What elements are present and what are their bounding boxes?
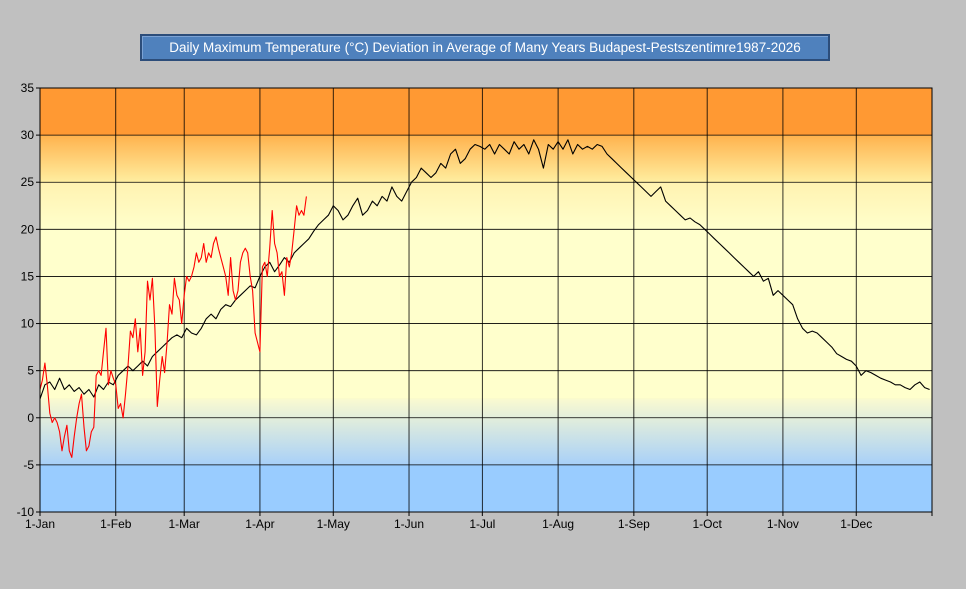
background-band [40, 229, 932, 399]
y-tick-label: 35 [21, 81, 35, 95]
x-tick-label: 1-May [317, 517, 350, 531]
y-tick-label: 20 [21, 222, 35, 236]
x-tick-label: 1-Dec [840, 517, 872, 531]
y-tick-label: -5 [23, 458, 34, 472]
y-tick-label: 10 [21, 317, 35, 331]
y-tick-label: 30 [21, 128, 35, 142]
x-tick-label: 1-Oct [692, 517, 722, 531]
y-tick-label: 5 [27, 364, 34, 378]
y-tick-label: 25 [21, 175, 35, 189]
y-tick-label: 0 [27, 411, 34, 425]
x-tick-label: 1-Nov [767, 517, 799, 531]
x-tick-label: 1-Apr [245, 517, 274, 531]
x-tick-label: 1-Jan [25, 517, 55, 531]
x-tick-label: 1-Sep [618, 517, 650, 531]
background-band [40, 88, 932, 136]
x-tick-label: 1-Jun [394, 517, 424, 531]
chart-title: Daily Maximum Temperature (°C) Deviation… [140, 34, 830, 61]
background-band [40, 398, 932, 465]
y-tick-label: 15 [21, 269, 35, 283]
plot-border [39, 87, 933, 513]
data-series [39, 139, 930, 458]
background-band [40, 464, 932, 512]
y-tick-label: -10 [17, 505, 35, 519]
x-tick-label: 1-Mar [169, 517, 200, 531]
x-tick-label: 1-Jul [469, 517, 495, 531]
background-band [40, 182, 932, 230]
x-tick-label: 1-Aug [542, 517, 574, 531]
series-line-1 [39, 139, 930, 400]
background-bands [40, 88, 932, 512]
axes: -10 -5 0 5 10 15 20 25 30 35 1-Jan 1-Feb 1-Mar 1-Apr 1… [17, 81, 933, 531]
background-band [40, 135, 932, 183]
x-tick-label: 1-Feb [100, 517, 132, 531]
series-line-2 [39, 196, 307, 458]
